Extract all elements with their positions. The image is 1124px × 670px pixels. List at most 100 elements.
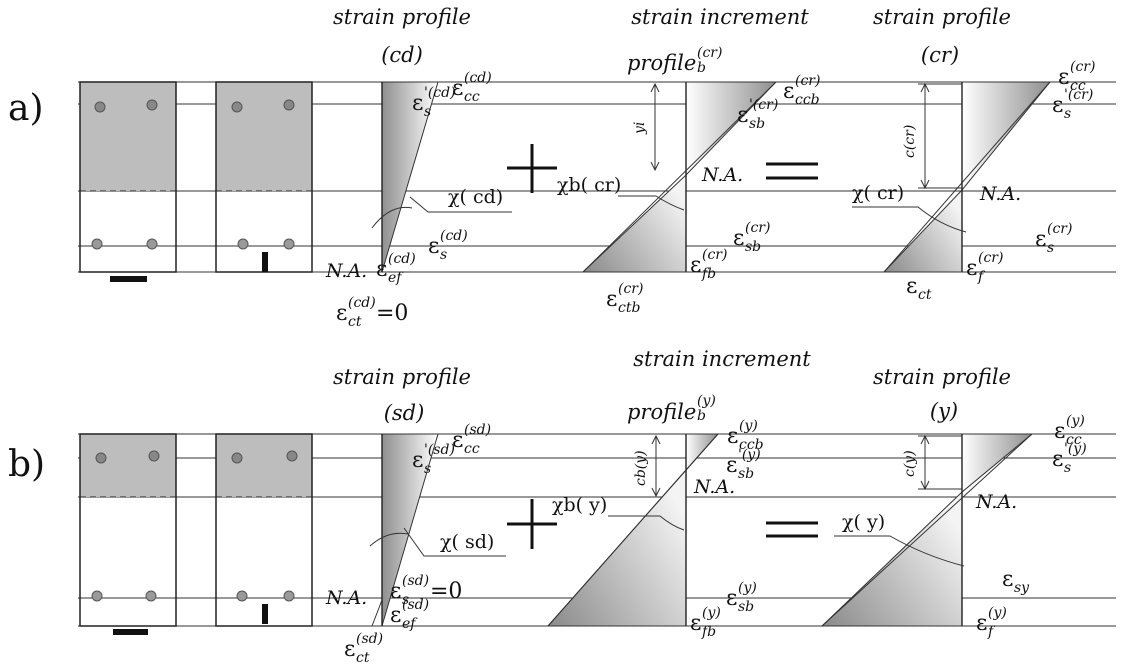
na-a-left: N.A. [325,260,367,282]
profile-b-y: c(y) strain profile (y) χ( y) N.A. [820,365,1034,627]
epsilon-subscript: s [440,247,447,263]
title-a-right-2: (cr) [921,43,959,67]
section-b2 [215,433,313,627]
epsilon-subscript: f [977,269,986,285]
strain-symbol-labels: ε (cd)ccε '(cd)sε (cd)sε (cd)efε (cd)ct =0ε (cr… [336,59,1095,666]
epsilon-subscript: cc [1066,432,1082,448]
title-a-mid-1: strain increment [631,5,809,29]
epsilon-symbol: ε [1035,227,1046,252]
epsilon-subscript: sb [749,116,765,132]
epsilon-subscript: s [402,592,409,608]
c-cr-label: c(cr) [902,125,918,158]
epsilon-superscript: (y) [1066,413,1085,429]
epsilon-superscript: (cr) [1070,59,1095,75]
eps-ccb-label: ε (y) ccb [727,418,764,453]
eps-ef-label: ε (cd) ef [376,251,416,286]
epsilon-subscript: cc [1070,78,1086,94]
chi-b-cr: χb( cr) [557,174,621,196]
epsilon-symbol: ε [344,637,355,662]
epsilon-superscript: (cr) [1047,221,1072,237]
profile-a-cr: c(cr) strain profile (cr) χ( cr) N.A. [852,5,1052,273]
chi-sd: χ( sd) [440,531,494,553]
epsilon-symbol: ε [733,226,744,251]
title-b-right-1: strain profile [873,365,1011,389]
epsilon-symbol: ε [606,287,617,312]
epsilon-superscript: '(y) [1064,441,1087,457]
epsilon-superscript: (cr) [795,73,820,89]
epsilon-superscript: (cd) [348,295,376,311]
equals-a [766,162,818,180]
epsilon-superscript: (cr) [702,247,727,263]
eps-sb-bot-label: ε (cr) sb [733,220,770,255]
profile-a-increment: yi strain increment profile (cr) b χb( c… [557,5,809,273]
epsilon-symbol: ε [976,611,987,636]
section-b1 [79,433,177,635]
epsilon-subscript: sb [738,599,754,615]
epsilon-symbol: ε [1002,567,1013,592]
epsilon-symbol: ε [727,424,738,449]
epsilon-symbol: ε [336,301,347,326]
profile-a-cd: strain profile (cd) χ( cd) N.A. [325,5,512,282]
epsilon-subscript: s [1047,240,1054,256]
epsilon-superscript: (cd) [388,251,416,267]
epsilon-symbol: ε [690,611,701,636]
epsilon-symbol: ε [452,428,463,453]
epsilon-subscript: ct [348,314,362,330]
eps-s-bot-label: ε (cr) s [1035,221,1072,256]
epsilon-symbol: ε [726,453,737,478]
epsilon-symbol: ε [966,256,977,281]
epsilon-symbol: ε [428,234,439,259]
chi-cr: χ( cr) [852,182,904,204]
eps-sb-top-label: ε '(y) sb [726,447,761,482]
epsilon-superscript: (y) [988,605,1007,621]
c-y-label: c(y) [902,450,918,477]
eps-ctb-label: ε (cr) ctb [606,281,643,316]
epsilon-symbol: ε [390,603,401,628]
title-a-mid-sup: (cr) [697,45,722,61]
epsilon-subscript: f [987,624,996,640]
eps-s-top-label: ε '(cd) s [412,85,456,120]
title-b-mid-2: profile [627,400,696,424]
epsilon-tail: =0 [430,579,462,604]
epsilon-symbol: ε [1052,447,1063,472]
title-b-mid-1: strain increment [633,347,811,371]
epsilon-symbol: ε [737,103,748,128]
epsilon-subscript: ccb [795,92,820,108]
title-b-mid-sub: b [697,408,706,424]
epsilon-superscript: (y) [738,580,757,596]
eps-f-label: ε (cr) f [966,250,1003,285]
epsilon-subscript: s [424,461,431,477]
epsilon-subscript: ctb [618,300,640,316]
title-a-mid-sub: b [697,60,706,76]
epsilon-symbol: ε [690,253,701,278]
epsilon-subscript: sb [745,239,761,255]
title-a-left-2: (cd) [381,43,423,67]
epsilon-tail: =0 [376,301,408,326]
epsilon-superscript: (y) [739,418,758,434]
epsilon-symbol: ε [906,274,917,299]
eps-s-top-label: ε '(y) s [1052,441,1087,476]
epsilon-symbol: ε [390,579,401,604]
epsilon-symbol: ε [783,79,794,104]
title-b-right-2: (y) [930,399,958,423]
epsilon-subscript: cc [464,89,480,105]
epsilon-superscript: (cd) [464,70,492,86]
title-a-right-1: strain profile [873,5,1011,29]
epsilon-subscript: sb [738,466,754,482]
epsilon-subscript: cc [464,441,480,457]
epsilon-symbol: ε [452,76,463,101]
na-a-mid: N.A. [701,164,743,186]
epsilon-symbol: ε [1054,419,1065,444]
section-a1 [79,81,177,282]
title-b-left-1: strain profile [333,365,471,389]
eps-cc-label: ε (sd) cc [452,422,491,457]
epsilon-superscript: (cr) [978,250,1003,266]
eps-ct-label: ε (sd) ct [344,631,383,666]
eps-cc-label: ε (cd) cc [452,70,492,105]
eps-ef-label: ε (sd) ef [390,597,429,632]
eps-s-top-label: ε '(cr) s [1052,87,1093,122]
epsilon-superscript: (cr) [618,281,643,297]
epsilon-subscript: ct [918,287,932,303]
eps-ct-label: ε (cd) ct =0 [336,295,408,330]
epsilon-superscript: (y) [702,605,721,621]
